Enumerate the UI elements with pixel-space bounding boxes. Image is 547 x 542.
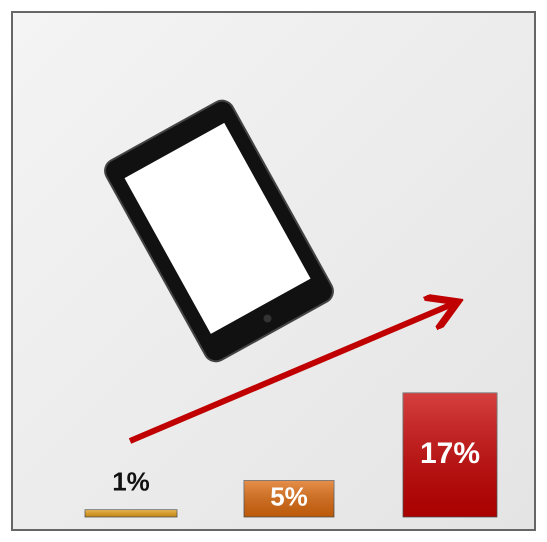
bar-shade [85,509,177,517]
bar-shade [244,480,334,517]
tablet [104,99,334,363]
value-label: 5% [270,482,308,512]
value-label: 17% [420,437,480,470]
trend-arrow [128,303,455,444]
tablet-button [263,314,272,323]
value-label: 1% [112,467,150,497]
bar-shade [403,392,497,517]
tablet-screen [124,122,311,334]
